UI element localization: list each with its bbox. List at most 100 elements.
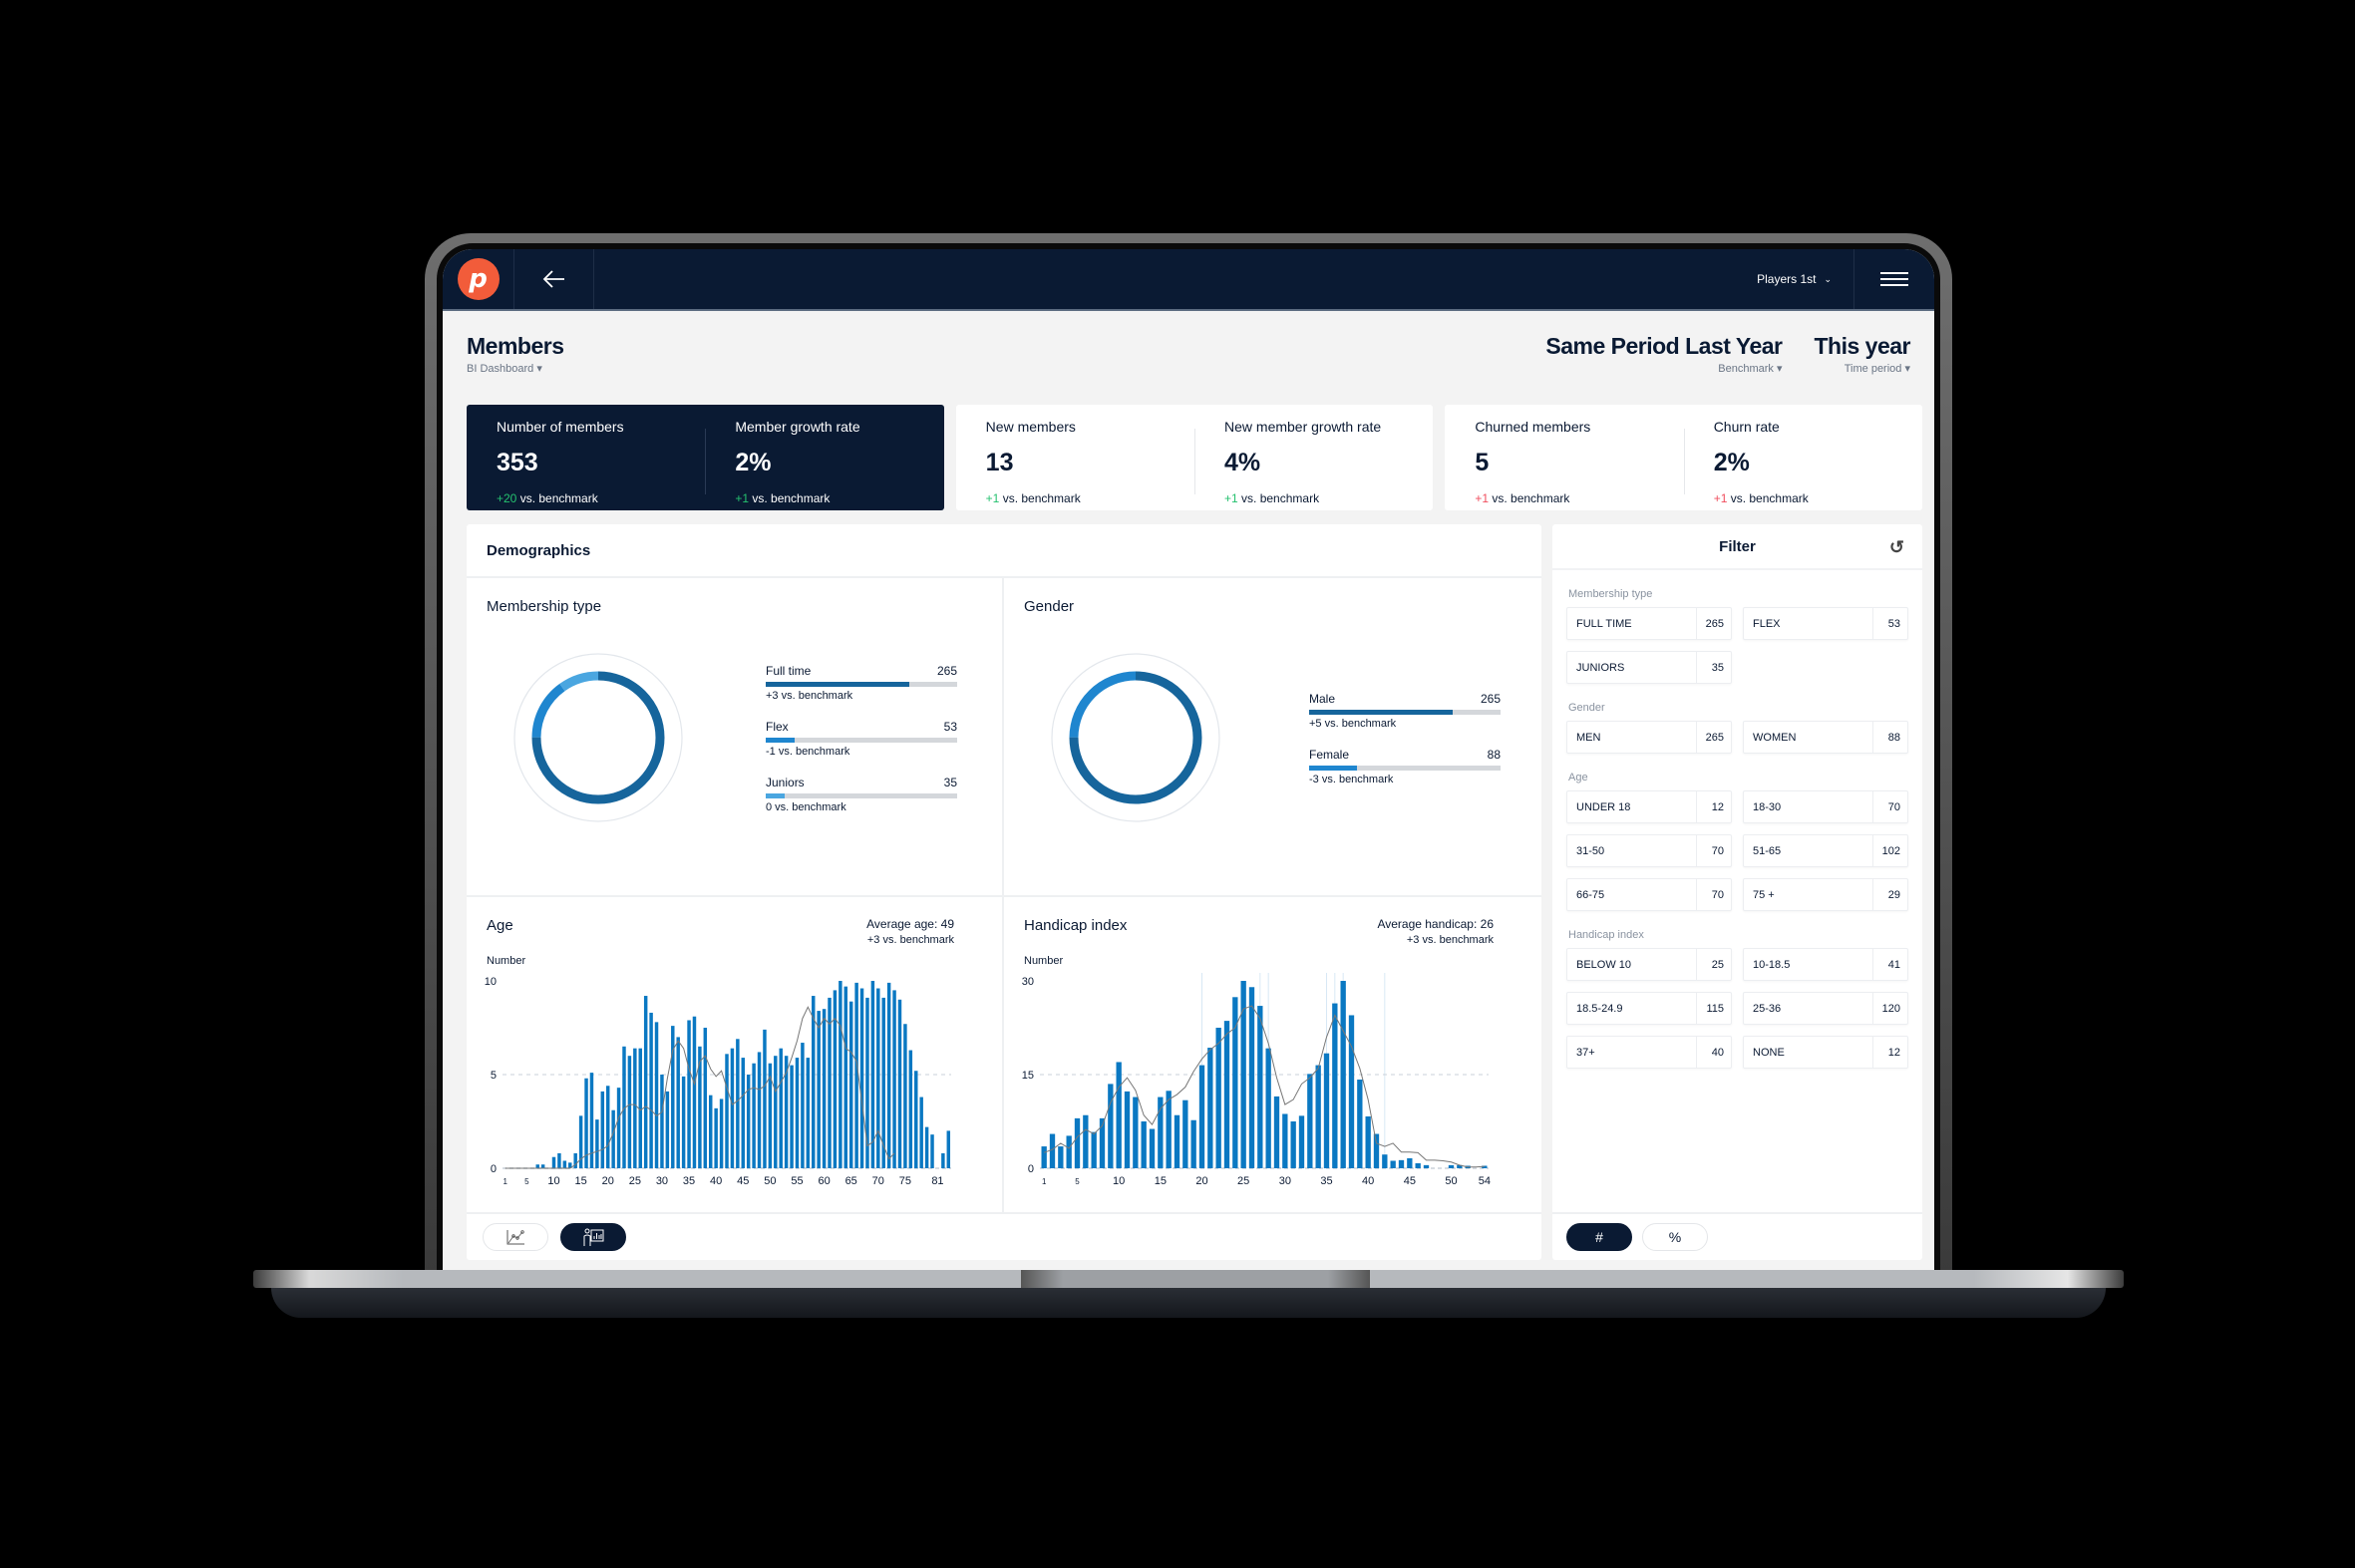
filter-chip[interactable]: 37+ 40 xyxy=(1566,1036,1732,1069)
club-selector[interactable]: Players 1st ⌄ xyxy=(1735,249,1854,309)
filter-chip[interactable]: 18.5-24.9 115 xyxy=(1566,992,1732,1025)
filter-chip-count: 70 xyxy=(1872,791,1907,822)
svg-text:60: 60 xyxy=(818,1175,830,1187)
laptop-bezel: p Players 1st ⌄ Members BI Dashboar xyxy=(437,243,1940,1278)
gender-bar-female[interactable]: Female 88 -3 vs. benchmark xyxy=(1309,748,1501,785)
svg-text:81: 81 xyxy=(931,1175,943,1187)
time-period-selector[interactable]: This year Time period ▾ xyxy=(1815,333,1911,375)
gender-title: Gender xyxy=(1024,598,1075,615)
filter-chip[interactable]: 10-18.5 41 xyxy=(1743,948,1908,981)
svg-text:45: 45 xyxy=(1404,1175,1416,1187)
handicap-title: Handicap index xyxy=(1024,917,1128,934)
svg-text:30: 30 xyxy=(656,1175,668,1187)
back-button[interactable] xyxy=(514,249,594,309)
avg-value: 49 xyxy=(940,917,954,931)
filter-chip[interactable]: MEN 265 xyxy=(1566,721,1732,754)
brand-logo[interactable]: p xyxy=(457,258,500,300)
filter-chip[interactable]: BELOW 10 25 xyxy=(1566,948,1732,981)
benchmark-selector[interactable]: Same Period Last Year Benchmark ▾ xyxy=(1545,333,1783,375)
membership-bar-full-time[interactable]: Full time 265 +3 vs. benchmark xyxy=(766,664,957,702)
kpi-churned-members: Churned members 5 +1 vs. benchmark xyxy=(1445,419,1683,505)
benchmark-label: Benchmark xyxy=(1718,363,1774,375)
filter-chip[interactable]: UNDER 18 12 xyxy=(1566,790,1732,823)
presenter-view-button[interactable] xyxy=(560,1223,626,1251)
filter-chip[interactable]: JUNIORS 35 xyxy=(1566,651,1732,684)
kpi-new-members: New members 13 +1 vs. benchmark xyxy=(956,419,1194,505)
filter-chip[interactable]: FLEX 53 xyxy=(1743,607,1908,640)
filter-chip-count: 12 xyxy=(1872,1037,1907,1068)
svg-text:50: 50 xyxy=(1445,1175,1457,1187)
bar-note: 0 vs. benchmark xyxy=(766,801,846,813)
filter-chip-label: 25-36 xyxy=(1753,1002,1782,1015)
svg-text:25: 25 xyxy=(1237,1175,1249,1187)
filter-chip[interactable]: 31-50 70 xyxy=(1566,834,1732,867)
filter-chip[interactable]: WOMEN 88 xyxy=(1743,721,1908,754)
app-screen: p Players 1st ⌄ Members BI Dashboar xyxy=(443,249,1934,1278)
svg-text:15: 15 xyxy=(1155,1175,1167,1187)
reset-icon[interactable]: ↺ xyxy=(1888,537,1904,557)
count-unit-button[interactable]: # xyxy=(1566,1223,1632,1251)
delta-value: +1 xyxy=(985,491,1000,505)
kpi-card-churn[interactable]: Churned members 5 +1 vs. benchmark Churn… xyxy=(1445,405,1923,510)
svg-text:5: 5 xyxy=(491,1070,497,1082)
filter-section: Handicap index BELOW 10 25 10-18.5 41 18.5-24… xyxy=(1552,929,1922,1069)
kpi-value: 13 xyxy=(985,449,1014,476)
kpi-delta: +1 vs. benchmark xyxy=(735,491,913,505)
scatter-view-button[interactable] xyxy=(483,1223,548,1251)
percent-unit-button[interactable]: % xyxy=(1642,1223,1708,1251)
dashboard-selector[interactable]: BI Dashboard ▾ xyxy=(467,362,563,375)
filter-chip[interactable]: 66-75 70 xyxy=(1566,878,1732,911)
bar-note: +3 vs. benchmark xyxy=(766,690,853,702)
bar-label: Flex xyxy=(766,720,789,734)
svg-text:54: 54 xyxy=(1479,1175,1491,1187)
delta-value: +1 xyxy=(1224,491,1238,505)
delta-suffix: vs. benchmark xyxy=(1489,491,1570,505)
membership-bar-juniors[interactable]: Juniors 35 0 vs. benchmark xyxy=(766,776,957,813)
svg-text:1: 1 xyxy=(1042,1177,1047,1186)
bar-value: 53 xyxy=(943,720,957,734)
filter-chip[interactable]: NONE 12 xyxy=(1743,1036,1908,1069)
svg-text:10: 10 xyxy=(547,1175,559,1187)
kpi-value: 5 xyxy=(1475,449,1490,476)
filter-chip-count: 29 xyxy=(1872,879,1907,910)
filter-chip-label: FULL TIME xyxy=(1576,617,1632,630)
time-period-value: This year xyxy=(1814,333,1911,359)
unit-toggle: # % xyxy=(1552,1212,1922,1260)
kpi-card-members[interactable]: Number of members 353 +20 vs. benchmark … xyxy=(467,405,944,510)
chart-view-toggle xyxy=(467,1212,1541,1260)
avg-label: Average handicap: xyxy=(1377,917,1478,931)
svg-text:35: 35 xyxy=(1320,1175,1332,1187)
demographics-panel: Demographics Membership type Full time 26… xyxy=(467,524,1541,1260)
filter-chip[interactable]: 25-36 120 xyxy=(1743,992,1908,1025)
filter-chip-label: MEN xyxy=(1576,731,1601,744)
gender-bar-male[interactable]: Male 265 +5 vs. benchmark xyxy=(1309,692,1501,730)
svg-text:30: 30 xyxy=(1279,1175,1291,1187)
svg-text:75: 75 xyxy=(899,1175,911,1187)
filter-chip-count: 88 xyxy=(1872,722,1907,753)
filter-chip-label: UNDER 18 xyxy=(1576,800,1631,813)
kpi-label: Number of members xyxy=(497,419,624,435)
filter-chip[interactable]: FULL TIME 265 xyxy=(1566,607,1732,640)
svg-text:65: 65 xyxy=(845,1175,857,1187)
filter-chip[interactable]: 75 + 29 xyxy=(1743,878,1908,911)
svg-text:30: 30 xyxy=(1022,976,1034,988)
kpi-card-new-members[interactable]: New members 13 +1 vs. benchmark New memb… xyxy=(955,405,1434,510)
demographics-title: Demographics xyxy=(467,524,1541,578)
filter-section: Age UNDER 18 12 18-30 70 31-50 70 51-65 102 66-75… xyxy=(1552,772,1922,911)
filter-chip-count: 53 xyxy=(1872,608,1907,639)
filter-chip-count: 70 xyxy=(1696,879,1731,910)
svg-text:70: 70 xyxy=(872,1175,884,1187)
membership-bar-flex[interactable]: Flex 53 -1 vs. benchmark xyxy=(766,720,957,758)
menu-button[interactable] xyxy=(1854,249,1934,309)
filter-chip-label: 66-75 xyxy=(1576,888,1605,901)
svg-text:40: 40 xyxy=(1362,1175,1374,1187)
filter-chip[interactable]: 51-65 102 xyxy=(1743,834,1908,867)
filter-chip[interactable]: 18-30 70 xyxy=(1743,790,1908,823)
avg-note: +3 vs. benchmark xyxy=(1406,934,1494,946)
logo-cell[interactable]: p xyxy=(443,249,514,309)
handicap-chart-card: Handicap index Average handicap: 26 +3 v… xyxy=(1002,895,1541,1214)
filter-chip-count: 102 xyxy=(1872,835,1907,866)
kpi-row: Number of members 353 +20 vs. benchmark … xyxy=(467,405,1923,510)
filter-chip-count: 115 xyxy=(1696,993,1731,1024)
